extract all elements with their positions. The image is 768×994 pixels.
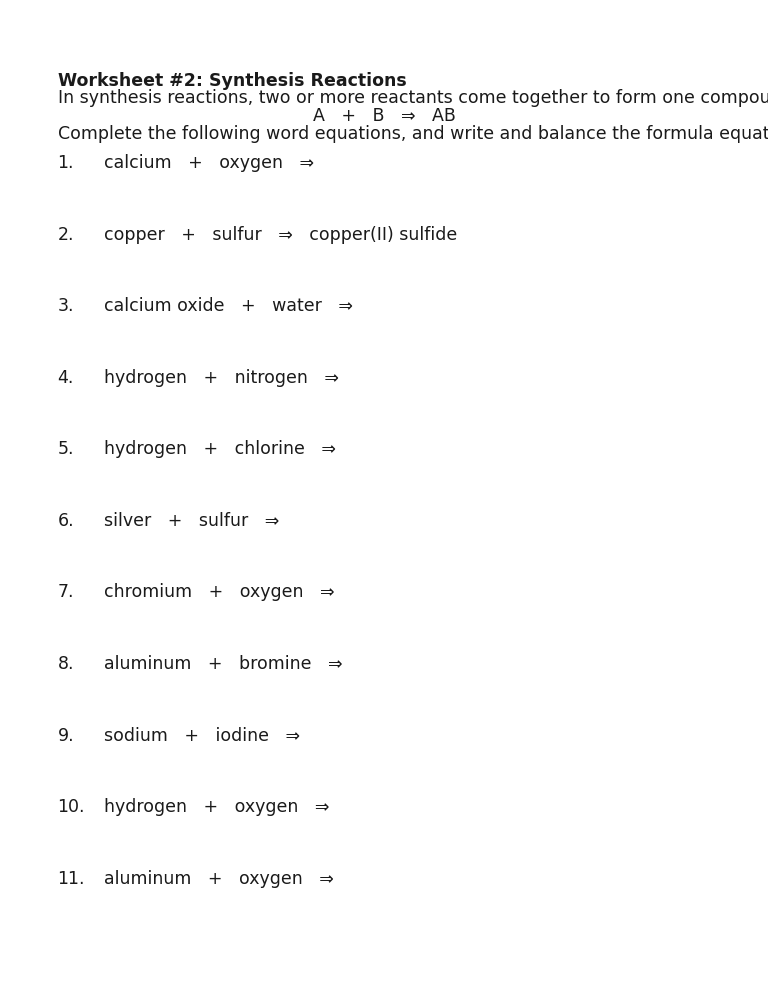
Text: calcium oxide   +   water   ⇒: calcium oxide + water ⇒ [104,297,353,315]
Text: silver   +   sulfur   ⇒: silver + sulfur ⇒ [104,512,279,530]
Text: 10.: 10. [58,798,85,816]
Text: chromium   +   oxygen   ⇒: chromium + oxygen ⇒ [104,583,334,601]
Text: aluminum   +   bromine   ⇒: aluminum + bromine ⇒ [104,655,343,673]
Text: copper   +   sulfur   ⇒   copper(II) sulfide: copper + sulfur ⇒ copper(II) sulfide [104,226,457,244]
Text: hydrogen   +   oxygen   ⇒: hydrogen + oxygen ⇒ [104,798,329,816]
Text: 6.: 6. [58,512,74,530]
Text: 2.: 2. [58,226,74,244]
Text: hydrogen   +   nitrogen   ⇒: hydrogen + nitrogen ⇒ [104,369,339,387]
Text: Complete the following word equations, and write and balance the formula equatio: Complete the following word equations, a… [58,125,768,143]
Text: 1.: 1. [58,154,74,172]
Text: calcium   +   oxygen   ⇒: calcium + oxygen ⇒ [104,154,313,172]
Text: hydrogen   +   chlorine   ⇒: hydrogen + chlorine ⇒ [104,440,336,458]
Text: 8.: 8. [58,655,74,673]
Text: 11.: 11. [58,870,85,888]
Text: 9.: 9. [58,727,74,745]
Text: A   +   B   ⇒   AB: A + B ⇒ AB [313,107,455,125]
Text: 4.: 4. [58,369,74,387]
Text: sodium   +   iodine   ⇒: sodium + iodine ⇒ [104,727,300,745]
Text: 3.: 3. [58,297,74,315]
Text: 5.: 5. [58,440,74,458]
Text: Worksheet #2: Synthesis Reactions: Worksheet #2: Synthesis Reactions [58,72,406,89]
Text: aluminum   +   oxygen   ⇒: aluminum + oxygen ⇒ [104,870,333,888]
Text: 7.: 7. [58,583,74,601]
Text: In synthesis reactions, two or more reactants come together to form one compound: In synthesis reactions, two or more reac… [58,89,768,107]
